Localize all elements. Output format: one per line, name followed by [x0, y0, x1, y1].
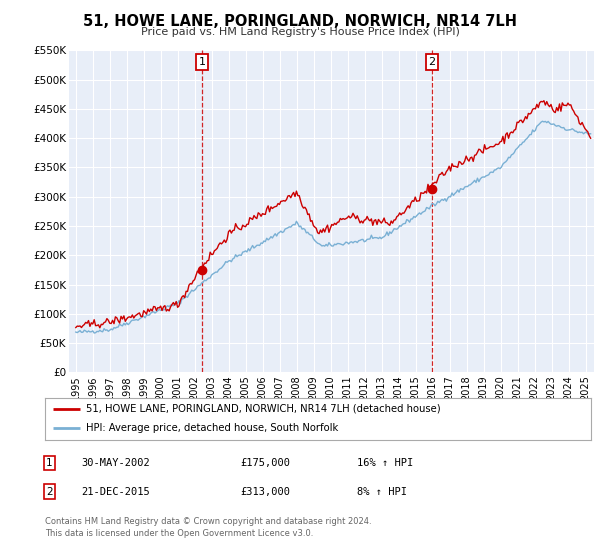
Text: 21-DEC-2015: 21-DEC-2015 — [81, 487, 150, 497]
Text: 51, HOWE LANE, PORINGLAND, NORWICH, NR14 7LH: 51, HOWE LANE, PORINGLAND, NORWICH, NR14… — [83, 14, 517, 29]
Text: Contains HM Land Registry data © Crown copyright and database right 2024.: Contains HM Land Registry data © Crown c… — [45, 517, 371, 526]
Text: HPI: Average price, detached house, South Norfolk: HPI: Average price, detached house, Sout… — [86, 423, 338, 433]
Text: 30-MAY-2002: 30-MAY-2002 — [81, 458, 150, 468]
Text: 16% ↑ HPI: 16% ↑ HPI — [357, 458, 413, 468]
Text: £313,000: £313,000 — [240, 487, 290, 497]
Text: 8% ↑ HPI: 8% ↑ HPI — [357, 487, 407, 497]
Text: 1: 1 — [46, 458, 53, 468]
Text: 2: 2 — [428, 57, 436, 67]
Text: 51, HOWE LANE, PORINGLAND, NORWICH, NR14 7LH (detached house): 51, HOWE LANE, PORINGLAND, NORWICH, NR14… — [86, 404, 440, 414]
Text: This data is licensed under the Open Government Licence v3.0.: This data is licensed under the Open Gov… — [45, 529, 313, 538]
Text: Price paid vs. HM Land Registry's House Price Index (HPI): Price paid vs. HM Land Registry's House … — [140, 27, 460, 37]
Text: £175,000: £175,000 — [240, 458, 290, 468]
Text: 1: 1 — [199, 57, 205, 67]
Text: 2: 2 — [46, 487, 53, 497]
